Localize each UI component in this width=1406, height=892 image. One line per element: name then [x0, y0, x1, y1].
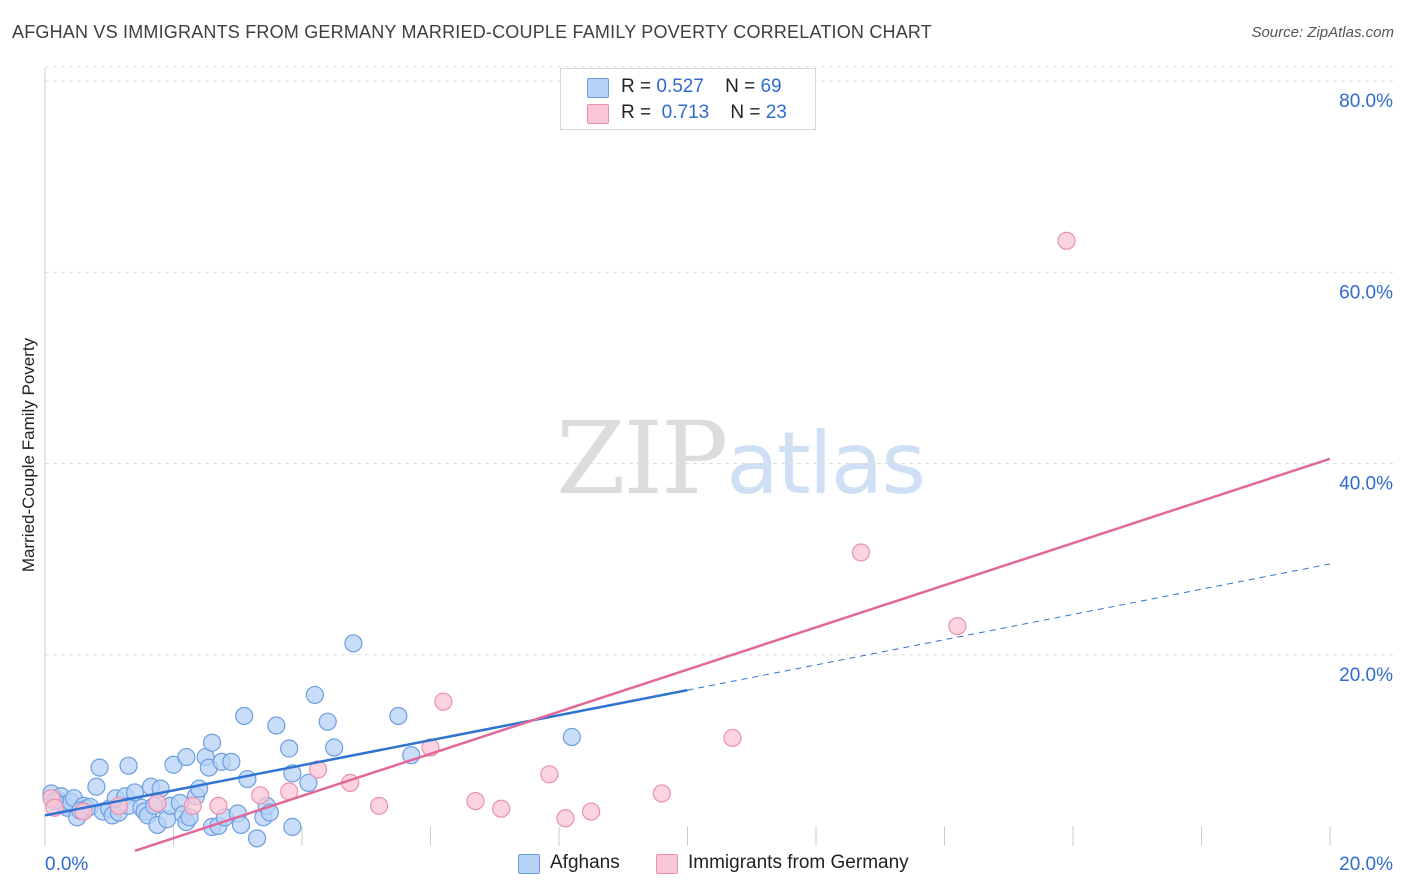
y-tick-label: 20.0% [1339, 665, 1393, 686]
germany-point [209, 796, 228, 815]
y-axis-title: Married-Couple Family Poverty [19, 337, 38, 572]
germany-point [183, 796, 202, 815]
germany-point [652, 784, 671, 803]
germany-point [540, 765, 559, 784]
germany-swatch [587, 104, 609, 124]
germany-r-value: 0.713 [661, 102, 710, 123]
afghans-point [90, 758, 109, 777]
afghans-point [235, 706, 254, 726]
germany-point [948, 616, 967, 636]
afghans-point [280, 739, 299, 758]
y-tick-label: 60.0% [1339, 282, 1393, 303]
germany-legend-swatch [656, 854, 678, 874]
afghans-point [562, 727, 581, 747]
watermark: ZIPatlas [556, 400, 926, 517]
afghans-point [283, 817, 302, 836]
afghans-legend-swatch [518, 854, 540, 874]
afghans-point [247, 829, 267, 848]
germany-point [148, 793, 167, 813]
source-label: Source: ZipAtlas.com [1251, 24, 1394, 41]
afghans-point [389, 706, 408, 726]
afghans-swatch [587, 78, 609, 98]
afghans-r-value: 0.527 [656, 76, 704, 97]
germany-point [370, 796, 389, 815]
germany-point [582, 802, 601, 821]
germany-point [556, 809, 575, 828]
afghans-point [318, 712, 337, 731]
afghans-point [177, 747, 196, 767]
afghans-trend-line [44, 688, 688, 817]
afghans-point [202, 733, 222, 752]
afghans-n-value: 69 [760, 76, 782, 97]
afghans-point [190, 779, 209, 798]
germany-point [723, 728, 742, 748]
germany-point [1057, 231, 1076, 250]
chart-title: AFGHAN VS IMMIGRANTS FROM GERMANY MARRIE… [12, 22, 932, 42]
germany-trend-line [134, 457, 1331, 852]
afghans-legend-label: Afghans [550, 852, 620, 873]
afghans-trend-extension [687, 563, 1331, 691]
germany-legend-label: Immigrants from Germany [688, 852, 909, 873]
afghans-point [299, 773, 318, 792]
afghans-point [87, 777, 106, 796]
afghans-point [222, 752, 241, 771]
x-tick-label: 0.0% [45, 854, 88, 875]
afghans-point [305, 685, 324, 705]
germany-point [851, 543, 871, 562]
afghans-point [344, 634, 363, 653]
germany-stats: R = 0.713 N = 23 [621, 102, 787, 123]
y-tick-label: 80.0% [1339, 91, 1393, 112]
stats-legend: R = 0.527 N = 69 R = 0.713 N = 23 [560, 68, 816, 130]
germany-n-value: 23 [765, 102, 787, 123]
afghans-point [325, 738, 344, 757]
x-tick-label: 20.0% [1339, 854, 1393, 875]
germany-point [251, 786, 270, 805]
watermark-zip: ZIP [556, 400, 728, 517]
germany-point [434, 692, 453, 711]
y-tick-label: 40.0% [1339, 474, 1393, 495]
afghans-point [119, 756, 138, 775]
germany-point [466, 791, 485, 811]
germany-point [492, 799, 511, 818]
afghans-point [267, 716, 286, 735]
afghans-point [238, 769, 257, 789]
afghans-stats: R = 0.527 N = 69 [621, 76, 782, 97]
